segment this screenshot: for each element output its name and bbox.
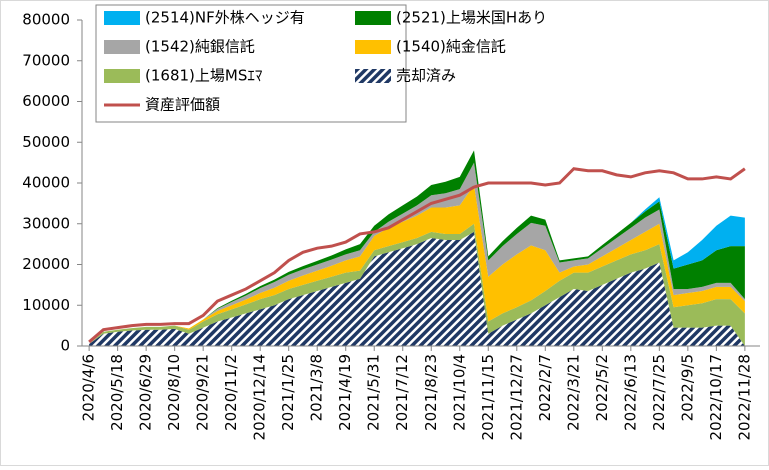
legend-label: (2521)上場米国Hあり <box>396 9 547 27</box>
y-tick-label: 80000 <box>22 11 70 29</box>
x-tick-label: 2021/4/19 <box>336 354 354 431</box>
area <box>89 185 745 344</box>
y-tick-label: 60000 <box>22 92 70 110</box>
x-tick-label: 2022/5/2 <box>593 354 611 421</box>
x-tick-label: 2022/2/7 <box>536 354 554 421</box>
x-tick-label: 2021/5/31 <box>365 354 383 431</box>
legend-swatch <box>104 69 140 83</box>
x-tick-label: 2020/12/14 <box>251 354 269 440</box>
legend-label: 売却済み <box>396 67 456 85</box>
y-tick-label: 10000 <box>22 296 70 314</box>
x-tick-label: 2021/10/4 <box>450 354 468 431</box>
line <box>88 167 746 344</box>
x-tick-label: 2022/9/5 <box>678 354 696 421</box>
x-tick-label: 2022/3/21 <box>564 354 582 431</box>
x-tick-label: 2020/11/2 <box>222 354 240 431</box>
x-tick-label: 2022/6/13 <box>621 354 639 431</box>
y-tick-label: 30000 <box>22 214 70 232</box>
x-tick-label: 2022/10/17 <box>707 354 725 440</box>
x-tick-label: 2020/8/10 <box>165 354 183 431</box>
y-tick-label: 40000 <box>22 174 70 192</box>
x-tick-label: 2020/6/29 <box>137 354 155 431</box>
x-tick-label: 2022/11/28 <box>735 354 753 440</box>
x-tick-label: 2022/7/25 <box>650 354 668 431</box>
y-tick-label: 20000 <box>22 255 70 273</box>
x-tick-label: 2020/9/21 <box>194 354 212 431</box>
y-tick-label: 0 <box>60 337 70 355</box>
x-tick-label: 2021/3/8 <box>308 354 326 421</box>
legend-label: (1540)純金信託 <box>396 38 506 56</box>
legend-label: (1542)純銀信託 <box>145 38 255 56</box>
legend-swatch <box>104 40 140 54</box>
x-tick-label: 2021/8/23 <box>422 354 440 431</box>
legend-label: (2514)NF外株ヘッジ有 <box>145 9 305 27</box>
legend-box <box>95 4 407 123</box>
x-tick-label: 2020/5/18 <box>108 354 126 431</box>
legend-swatch <box>104 11 140 25</box>
legend-label: (1681)上場MSｴﾏ <box>145 67 263 85</box>
legend-swatch <box>355 69 391 83</box>
x-tick-label: 2020/4/6 <box>80 354 98 421</box>
legend-swatch <box>355 11 391 25</box>
y-tick-label: 50000 <box>22 133 70 151</box>
x-tick-label: 2021/11/15 <box>479 354 497 440</box>
legend-label: 資産評価額 <box>145 96 220 114</box>
x-tick-label: 2021/7/12 <box>393 354 411 431</box>
y-tick-label: 70000 <box>22 51 70 69</box>
legend-swatch <box>355 40 391 54</box>
x-tick-label: 2021/1/25 <box>279 354 297 431</box>
x-tick-label: 2021/12/27 <box>507 354 525 440</box>
area <box>89 231 745 346</box>
